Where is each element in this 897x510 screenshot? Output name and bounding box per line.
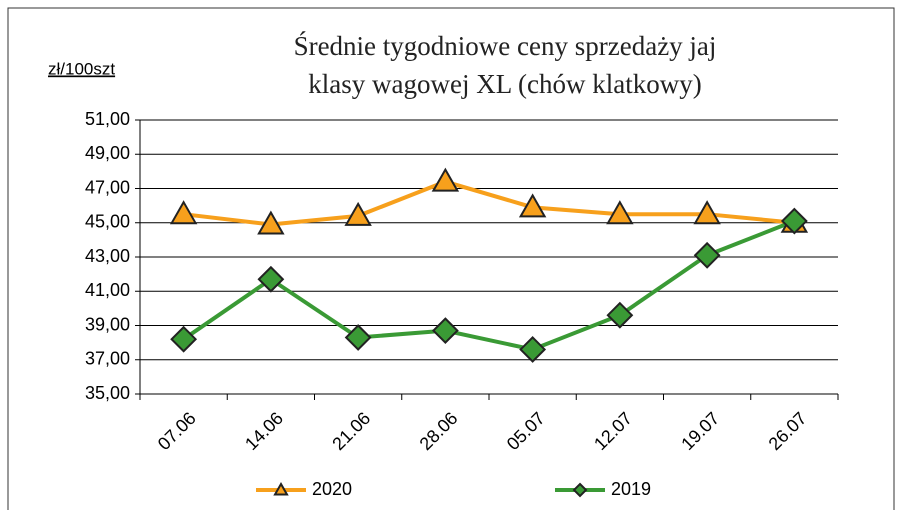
marker <box>257 265 285 293</box>
y-tick-label: 45,00 <box>85 212 130 232</box>
marker <box>431 317 459 345</box>
marker <box>344 201 372 226</box>
legend-label: 2019 <box>611 479 651 499</box>
marker <box>519 336 547 363</box>
marker <box>693 241 721 269</box>
y-tick-label: 35,00 <box>85 383 130 403</box>
marker <box>693 200 721 225</box>
y-tick-label: 43,00 <box>85 246 130 266</box>
marker <box>169 200 198 225</box>
marker <box>273 481 289 496</box>
x-tick-label: 19.07 <box>677 408 723 454</box>
y-tick-label: 47,00 <box>85 177 130 197</box>
frame <box>7 7 895 510</box>
x-tick-label: 26.07 <box>765 408 811 454</box>
y-tick-label: 39,00 <box>85 314 130 334</box>
y-tick-label: 49,00 <box>85 143 130 163</box>
x-tick-label: 12.07 <box>590 408 636 454</box>
marker <box>431 167 460 192</box>
y-tick-label: 41,00 <box>85 280 130 300</box>
marker <box>780 207 808 235</box>
marker <box>257 210 285 235</box>
marker <box>518 193 547 218</box>
series-line <box>182 219 796 352</box>
y-axis-label: zł/100szt <box>48 59 115 78</box>
x-tick-label: 07.06 <box>154 408 200 454</box>
marker <box>606 200 634 225</box>
x-tick-label: 28.06 <box>416 408 462 454</box>
chart-title: klasy wagowej XL (chów klatkowy) <box>308 69 701 99</box>
y-tick-label: 37,00 <box>85 349 130 369</box>
legend-label: 2020 <box>312 479 352 499</box>
x-tick-label: 21.06 <box>328 408 374 454</box>
chart-title: Średnie tygodniowe ceny sprzedaży jaj <box>294 31 717 61</box>
marker <box>606 301 634 329</box>
series-line <box>183 179 795 227</box>
x-tick-label: 14.06 <box>241 408 287 454</box>
marker <box>572 482 588 498</box>
marker <box>344 324 372 351</box>
x-tick-label: 05.07 <box>503 408 549 454</box>
marker <box>170 325 198 353</box>
y-tick-label: 51,00 <box>85 109 130 129</box>
